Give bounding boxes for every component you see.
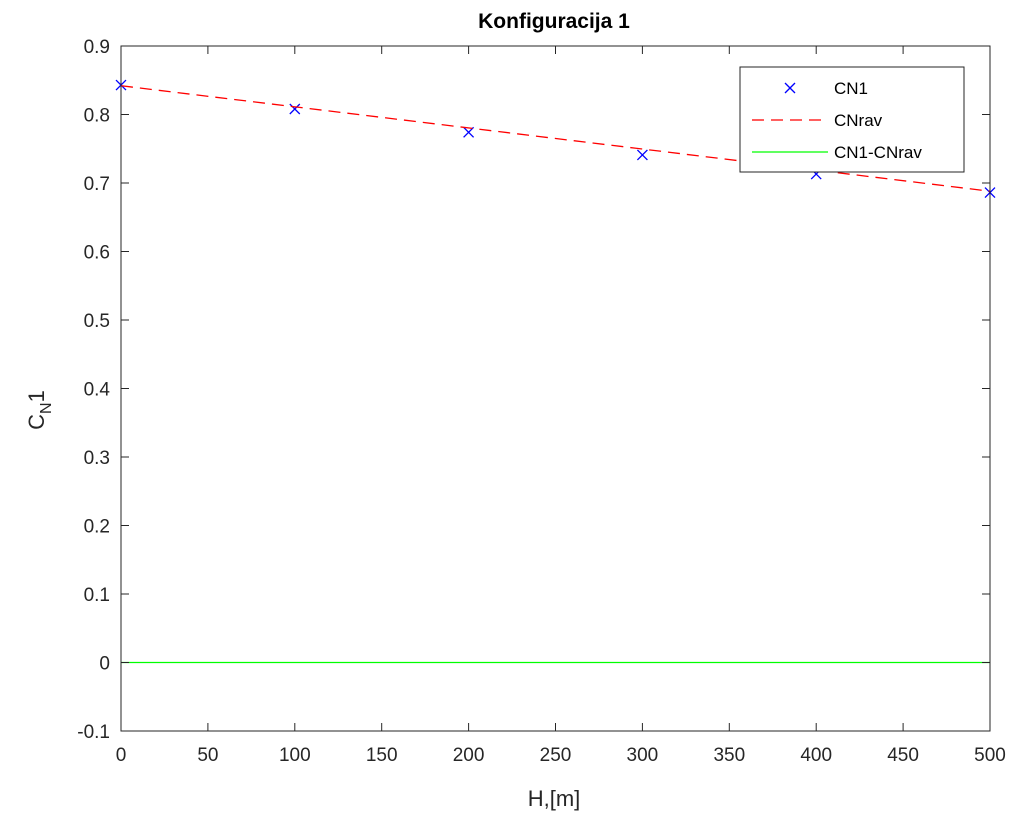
axes bbox=[120, 45, 991, 732]
x-axis-label: H,[m] bbox=[528, 786, 581, 811]
legend-swatch bbox=[784, 82, 796, 94]
cnrav-line bbox=[120, 85, 991, 192]
y-tick-label: -0.1 bbox=[77, 722, 110, 743]
y-axis-label-main: C bbox=[24, 414, 49, 430]
x-tick-label: 200 bbox=[453, 745, 485, 766]
x-tick-label: 350 bbox=[713, 745, 745, 766]
y-tick-label: 0.1 bbox=[84, 585, 110, 606]
x-tick-label: 50 bbox=[197, 745, 218, 766]
legend-entry: CN1-CNrav bbox=[752, 143, 922, 162]
y-axis-label-tail: 1 bbox=[24, 390, 49, 402]
cn1-data-point bbox=[289, 103, 301, 115]
legend-label: CN1 bbox=[834, 79, 868, 98]
x-tick-label: 450 bbox=[887, 745, 919, 766]
chart-title: Konfiguracija 1 bbox=[478, 10, 630, 33]
y-tick-label: 0.9 bbox=[84, 37, 110, 58]
x-tick-label: 150 bbox=[366, 745, 398, 766]
y-axis-label-sub: N bbox=[38, 402, 55, 414]
y-tick-label: 0.4 bbox=[84, 380, 111, 401]
y-tick-label: 0.5 bbox=[84, 311, 110, 332]
y-axis-label: CN1 bbox=[24, 390, 55, 430]
cn1-data-point bbox=[636, 149, 648, 161]
y-tick-label: 0.2 bbox=[84, 517, 110, 538]
x-tick-label: 300 bbox=[627, 745, 659, 766]
legend: CN1 CNrav CN1-CNrav bbox=[739, 66, 965, 173]
y-tick-label: 0.7 bbox=[84, 174, 110, 195]
svg-text:CN1: CN1 bbox=[24, 390, 55, 430]
y-tick-label: 0.3 bbox=[84, 448, 110, 469]
y-tick-label: 0.6 bbox=[84, 243, 110, 264]
x-tick-label: 100 bbox=[279, 745, 311, 766]
x-tick-label: 250 bbox=[540, 745, 572, 766]
legend-label: CNrav bbox=[834, 111, 883, 130]
x-tick-label: 400 bbox=[800, 745, 832, 766]
legend-entry: CN1 bbox=[784, 79, 868, 98]
y-tick-label: 0 bbox=[99, 654, 110, 675]
tick-labels: 0 50 100 150 200 250 300 350 400 450 500 -0.1 0 0.1 0.… bbox=[77, 37, 1006, 766]
legend-entry: CNrav bbox=[752, 111, 883, 130]
legend-label: CN1-CNrav bbox=[834, 143, 922, 162]
y-tick-label: 0.8 bbox=[84, 106, 110, 127]
x-tick-label: 500 bbox=[974, 745, 1006, 766]
x-tick-label: 0 bbox=[116, 745, 127, 766]
